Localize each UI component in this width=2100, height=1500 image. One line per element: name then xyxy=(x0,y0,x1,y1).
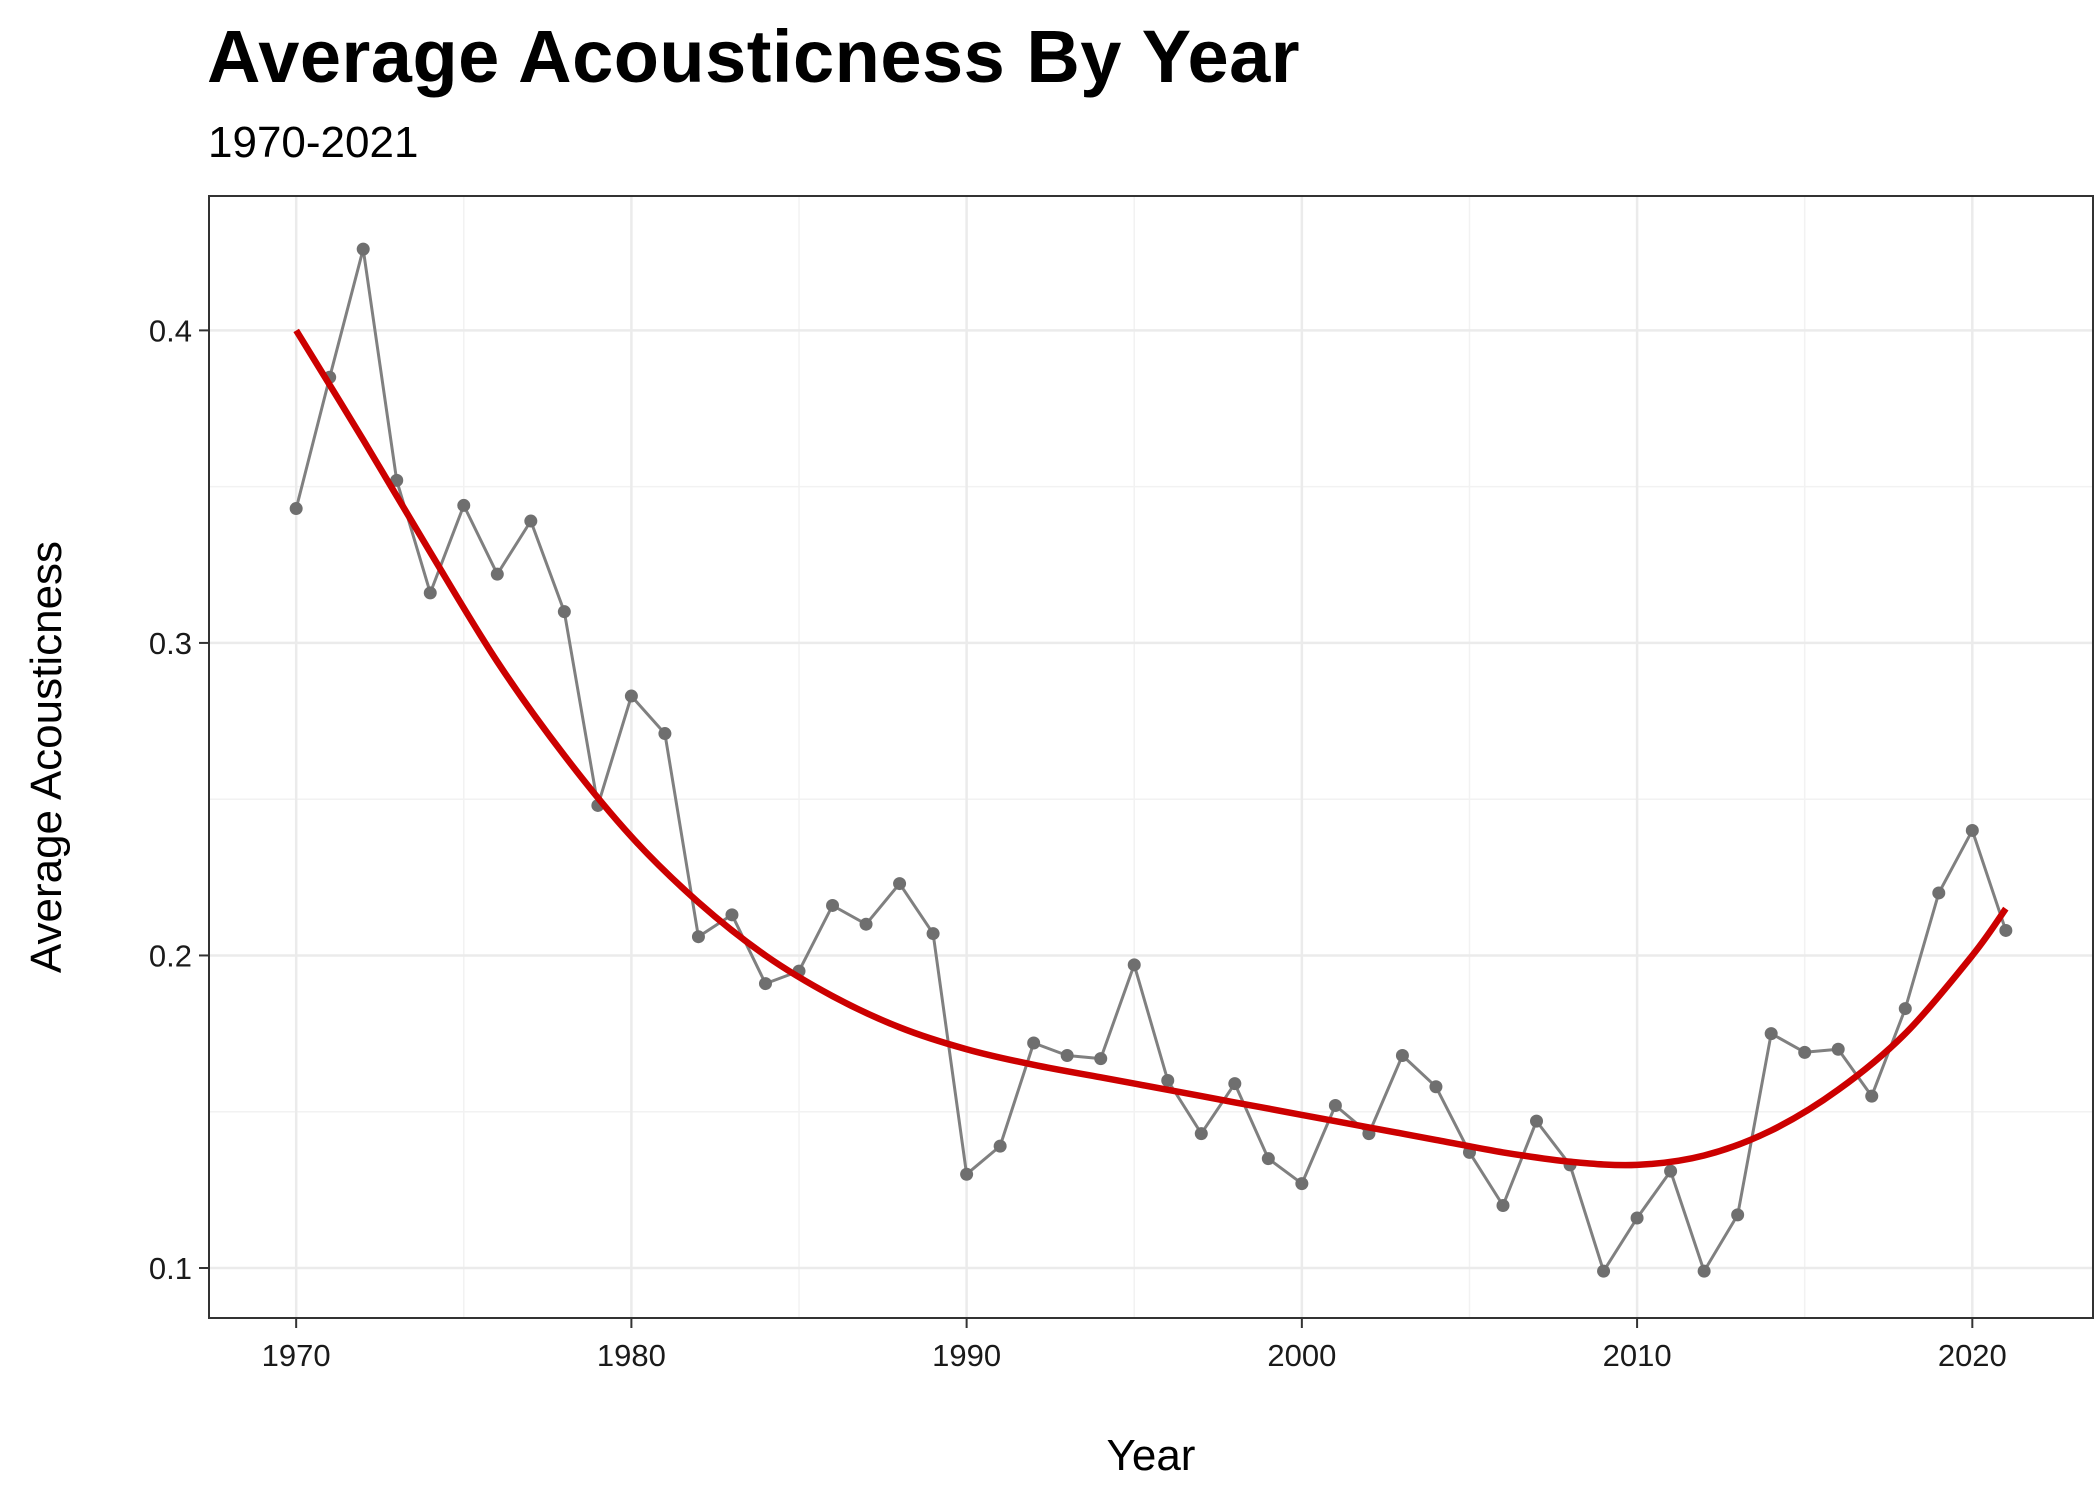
data-point xyxy=(826,898,840,912)
data-point xyxy=(691,930,705,944)
data-point xyxy=(1898,1002,1912,1016)
data-point xyxy=(1630,1211,1644,1225)
x-axis-title: Year xyxy=(1107,1431,1196,1480)
data-point xyxy=(658,727,672,741)
data-point xyxy=(1496,1198,1510,1212)
data-point xyxy=(1194,1127,1208,1141)
x-tick-label: 2020 xyxy=(1938,1338,2007,1373)
data-point xyxy=(1597,1264,1611,1278)
series-layer xyxy=(289,242,2013,1278)
y-tick-label: 0.4 xyxy=(149,313,192,348)
y-axis-title: Average Acousticness xyxy=(22,541,71,973)
y-tick-label: 0.2 xyxy=(149,938,192,973)
data-point xyxy=(423,586,437,600)
smooth-trend-line xyxy=(293,328,2009,1169)
data-line xyxy=(294,247,2008,1273)
data-point xyxy=(624,689,638,703)
data-point xyxy=(1261,1152,1275,1166)
data-point xyxy=(1865,1089,1879,1103)
data-point xyxy=(1094,1052,1108,1066)
data-point xyxy=(1429,1080,1443,1094)
data-point xyxy=(1697,1264,1711,1278)
x-tick-label: 1970 xyxy=(262,1338,331,1373)
data-point xyxy=(1295,1177,1309,1191)
data-point xyxy=(490,567,504,581)
x-tick-label: 1990 xyxy=(932,1338,1001,1373)
data-point xyxy=(390,473,404,487)
data-point xyxy=(1999,923,2013,937)
chart-title: Average Acousticness By Year xyxy=(207,15,1301,98)
data-point xyxy=(1027,1036,1041,1050)
data-point xyxy=(758,977,772,991)
data-point xyxy=(926,927,940,941)
x-tick-label: 2000 xyxy=(1267,1338,1336,1373)
data-point xyxy=(1664,1164,1678,1178)
chart-subtitle: 1970-2021 xyxy=(208,118,419,167)
data-point xyxy=(725,908,739,922)
data-point xyxy=(557,605,571,619)
data-point xyxy=(1932,886,1946,900)
data-point xyxy=(859,917,873,931)
y-tick-label: 0.3 xyxy=(149,626,192,661)
x-tick-label: 1980 xyxy=(597,1338,666,1373)
data-point xyxy=(289,502,303,516)
data-point xyxy=(1395,1048,1409,1062)
data-point xyxy=(993,1139,1007,1153)
data-point xyxy=(1127,958,1141,972)
data-point xyxy=(1731,1208,1745,1222)
y-tick-label: 0.1 xyxy=(149,1251,192,1286)
data-point xyxy=(1965,823,1979,837)
data-point xyxy=(1530,1114,1544,1128)
data-point xyxy=(1831,1042,1845,1056)
plot-panel-border xyxy=(208,195,2094,1319)
data-point xyxy=(524,514,538,528)
x-tick-label: 2010 xyxy=(1603,1338,1672,1373)
data-point xyxy=(960,1167,974,1181)
grid-layer xyxy=(209,196,2093,1318)
data-point xyxy=(1060,1048,1074,1062)
data-point xyxy=(1798,1045,1812,1059)
data-point xyxy=(1161,1073,1175,1087)
data-point xyxy=(1764,1027,1778,1041)
data-point xyxy=(1228,1077,1242,1091)
data-point xyxy=(893,877,907,891)
data-point xyxy=(356,242,370,256)
axis-layer: 1970 1980 1990 2000 2010 2020 0.1 0.2 0.3 0.4 xyxy=(149,313,2007,1373)
data-point xyxy=(457,498,471,512)
data-point xyxy=(1328,1098,1342,1112)
